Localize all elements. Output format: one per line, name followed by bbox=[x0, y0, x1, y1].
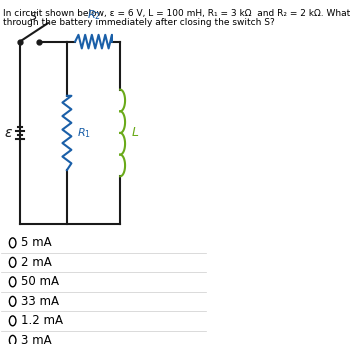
Text: $L$: $L$ bbox=[131, 127, 140, 139]
Text: In circuit shown below, ε = 6 V, L = 100 mH, R₁ = 3 kΩ  and R₂ = 2 kΩ. What is t: In circuit shown below, ε = 6 V, L = 100… bbox=[4, 9, 350, 18]
Text: through the battery immediately after closing the switch S?: through the battery immediately after cl… bbox=[4, 19, 275, 28]
Text: 3 mA: 3 mA bbox=[21, 334, 51, 344]
Text: $R_2$: $R_2$ bbox=[86, 8, 100, 22]
Text: 2 mA: 2 mA bbox=[21, 256, 51, 269]
Text: 33 mA: 33 mA bbox=[21, 295, 59, 308]
Text: S: S bbox=[29, 11, 37, 22]
Text: $R_1$: $R_1$ bbox=[77, 126, 91, 140]
Text: 50 mA: 50 mA bbox=[21, 275, 59, 288]
Text: 1.2 mA: 1.2 mA bbox=[21, 314, 63, 327]
Text: $\varepsilon$: $\varepsilon$ bbox=[4, 126, 13, 140]
Text: 5 mA: 5 mA bbox=[21, 236, 51, 249]
